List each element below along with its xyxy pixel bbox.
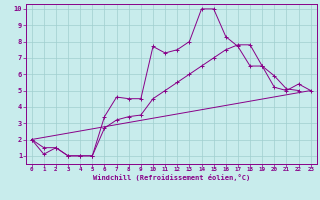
X-axis label: Windchill (Refroidissement éolien,°C): Windchill (Refroidissement éolien,°C): [92, 174, 250, 181]
